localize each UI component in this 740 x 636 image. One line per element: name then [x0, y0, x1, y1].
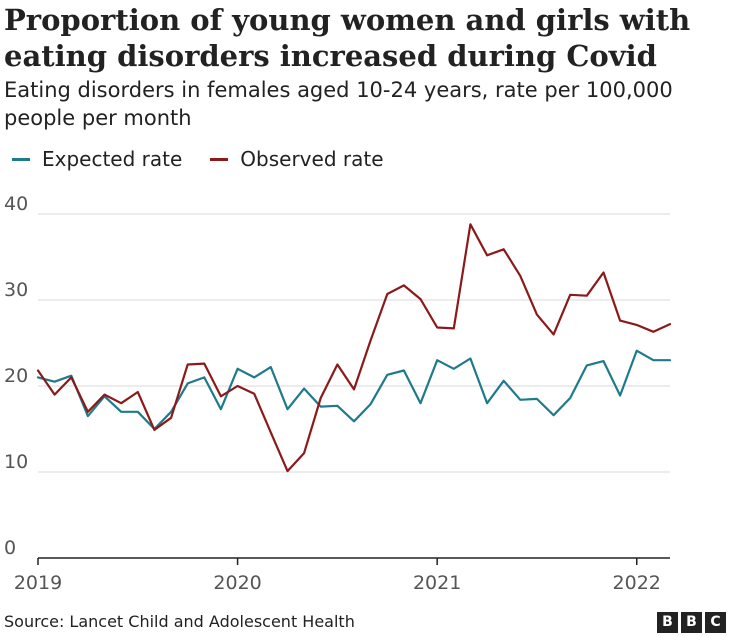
x-tick-label: 2019: [14, 572, 62, 594]
y-tick-label: 30: [4, 279, 28, 301]
expected-rate-line: [36, 349, 672, 431]
legend-label-expected: Expected rate: [42, 147, 183, 171]
bbc-logo-letter: B: [681, 612, 702, 633]
y-tick-label: 40: [4, 193, 28, 215]
legend-label-observed: Observed rate: [240, 147, 384, 171]
line-chart: 0 10 20 30 40 2019 2020 2021 2022: [4, 193, 672, 594]
observed-rate-line: [36, 223, 672, 473]
chart-title: Proportion of young women and girls with…: [4, 3, 691, 73]
x-tick-label: 2021: [413, 572, 461, 594]
chart-legend: Expected rate Observed rate: [12, 146, 412, 172]
y-tick-label: 0: [4, 537, 16, 559]
y-tick-label: 20: [4, 365, 28, 387]
x-tick-label: 2022: [613, 572, 661, 594]
legend-swatch-expected: [12, 157, 30, 161]
legend-item-observed: Observed rate: [210, 147, 384, 171]
bbc-logo-letter: C: [705, 612, 726, 633]
source-note: Source: Lancet Child and Adolescent Heal…: [4, 612, 355, 631]
legend-swatch-observed: [210, 157, 229, 161]
y-tick-label: 10: [4, 451, 28, 473]
bbc-logo: B B C: [657, 612, 726, 633]
x-tick-label: 2020: [213, 572, 261, 594]
chart-subtitle: Eating disorders in females aged 10-24 y…: [4, 78, 673, 130]
bbc-logo-letter: B: [657, 612, 678, 633]
legend-item-expected: Expected rate: [12, 147, 182, 171]
